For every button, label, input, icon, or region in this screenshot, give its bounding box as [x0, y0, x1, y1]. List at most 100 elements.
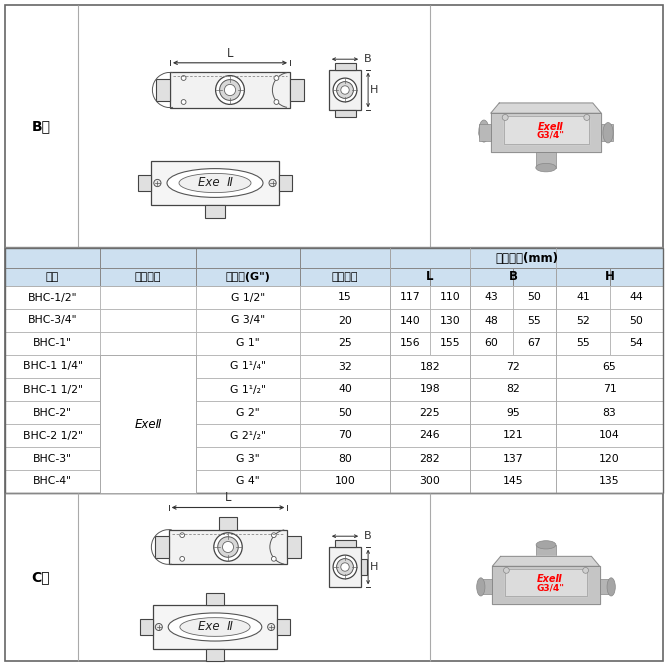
Circle shape [181, 76, 186, 81]
Text: 管子内径: 管子内径 [332, 272, 358, 282]
Bar [100, 470, 196, 493]
Bar [100, 401, 196, 424]
Bar [5, 447, 100, 470]
Text: 155: 155 [440, 338, 460, 348]
Text: 72: 72 [506, 362, 520, 372]
Bar [390, 424, 470, 447]
Text: G 3/4": G 3/4" [231, 316, 265, 326]
Text: 15: 15 [338, 292, 352, 302]
Bar [5, 401, 100, 424]
Bar [100, 424, 196, 447]
Circle shape [341, 563, 349, 571]
Text: 65: 65 [603, 362, 617, 372]
Bar [300, 309, 390, 332]
Text: BHC-1": BHC-1" [33, 338, 72, 348]
Text: 140: 140 [399, 316, 420, 326]
Text: 55: 55 [576, 338, 590, 348]
Polygon shape [491, 103, 601, 113]
Text: 198: 198 [420, 384, 440, 394]
Bar [196, 470, 300, 493]
Text: B: B [508, 270, 518, 284]
Text: G 1": G 1" [236, 338, 260, 348]
Ellipse shape [180, 617, 250, 636]
Text: G 2": G 2" [236, 408, 260, 418]
Text: 25: 25 [338, 338, 352, 348]
Bar [151, 161, 279, 205]
Circle shape [220, 80, 240, 101]
Ellipse shape [536, 163, 556, 172]
Text: B: B [364, 54, 371, 64]
Text: 20: 20 [338, 316, 352, 326]
Polygon shape [491, 113, 601, 153]
Bar [470, 268, 513, 286]
Bar [430, 286, 470, 309]
Bar [556, 355, 663, 378]
Circle shape [156, 623, 162, 631]
Text: B: B [364, 531, 371, 541]
Text: 282: 282 [420, 454, 440, 464]
Text: B型: B型 [31, 119, 51, 133]
Bar [470, 355, 556, 378]
Circle shape [216, 76, 244, 105]
Bar [196, 401, 300, 424]
Text: BHC-3": BHC-3" [33, 454, 72, 464]
Bar [430, 332, 470, 355]
Bar [206, 649, 224, 661]
Bar [470, 286, 513, 309]
Ellipse shape [479, 128, 489, 140]
Ellipse shape [168, 613, 262, 641]
Text: 50: 50 [629, 316, 643, 326]
Bar [300, 268, 390, 286]
Bar [5, 248, 100, 268]
Bar [513, 268, 556, 286]
Bar [361, 559, 367, 575]
Circle shape [181, 100, 186, 105]
Circle shape [222, 541, 234, 553]
Polygon shape [505, 569, 587, 596]
Text: 防爆标志: 防爆标志 [135, 272, 161, 282]
Text: 67: 67 [528, 338, 541, 348]
Bar [290, 79, 305, 101]
Bar [100, 309, 196, 332]
Bar [5, 332, 100, 355]
Bar [100, 355, 196, 493]
Text: 104: 104 [599, 430, 620, 440]
Text: Exe  Ⅱ: Exe Ⅱ [198, 176, 232, 190]
Bar [390, 268, 430, 286]
Text: L: L [226, 47, 233, 59]
Text: 管螺纹(G"): 管螺纹(G") [226, 272, 271, 282]
Text: BHC-1 1/2": BHC-1 1/2" [23, 384, 82, 394]
Text: BHC-1 1/4": BHC-1 1/4" [23, 362, 82, 372]
Bar [196, 447, 300, 470]
Text: 60: 60 [484, 338, 498, 348]
Bar [277, 619, 290, 635]
Text: 54: 54 [630, 338, 643, 348]
Bar [5, 470, 100, 493]
Text: ExeⅡ: ExeⅡ [134, 418, 162, 430]
Text: 120: 120 [599, 454, 620, 464]
Bar [556, 470, 663, 493]
Bar [335, 111, 355, 117]
Bar [464, 500, 629, 655]
Text: 95: 95 [506, 408, 520, 418]
Bar [196, 355, 300, 378]
Bar [513, 309, 556, 332]
Bar [300, 401, 390, 424]
Bar [556, 286, 610, 309]
Text: H: H [369, 85, 378, 95]
Bar [390, 286, 430, 309]
Circle shape [180, 533, 184, 537]
Bar [152, 605, 277, 649]
Text: BHC-2": BHC-2" [33, 408, 72, 418]
Text: G3/4": G3/4" [536, 131, 564, 140]
Circle shape [274, 100, 279, 105]
Bar [329, 70, 361, 111]
Ellipse shape [167, 168, 263, 197]
Text: ExeⅡ: ExeⅡ [537, 122, 563, 132]
Bar [556, 401, 663, 424]
Bar [470, 309, 513, 332]
Bar [470, 424, 556, 447]
Bar [390, 332, 430, 355]
Bar [5, 355, 100, 378]
Text: C型: C型 [31, 570, 50, 584]
